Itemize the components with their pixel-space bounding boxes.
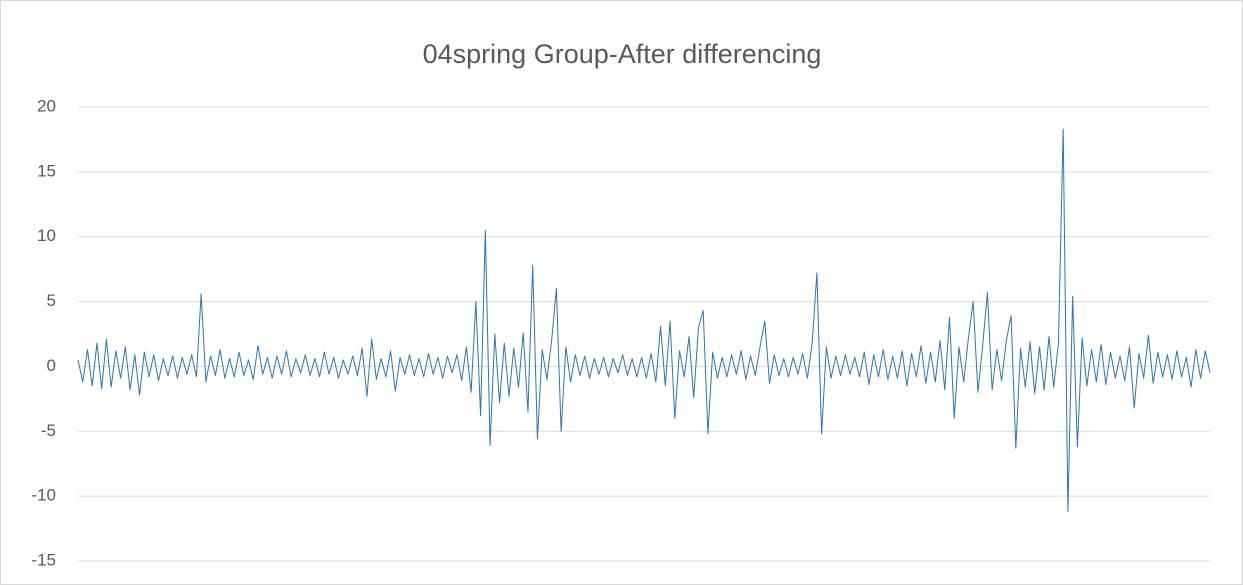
- y-tick-label: 10: [37, 226, 56, 245]
- y-tick-label: 0: [47, 356, 56, 375]
- y-tick-label: -10: [31, 486, 56, 505]
- y-tick-label: 15: [37, 161, 56, 180]
- y-tick-label: 5: [47, 291, 56, 310]
- y-tick-label: -15: [31, 550, 56, 569]
- data-line: [77, 128, 1211, 513]
- chart-title: 04spring Group-After differencing: [423, 39, 822, 69]
- y-tick-label: 20: [37, 96, 56, 115]
- y-tick-label: -5: [41, 421, 56, 440]
